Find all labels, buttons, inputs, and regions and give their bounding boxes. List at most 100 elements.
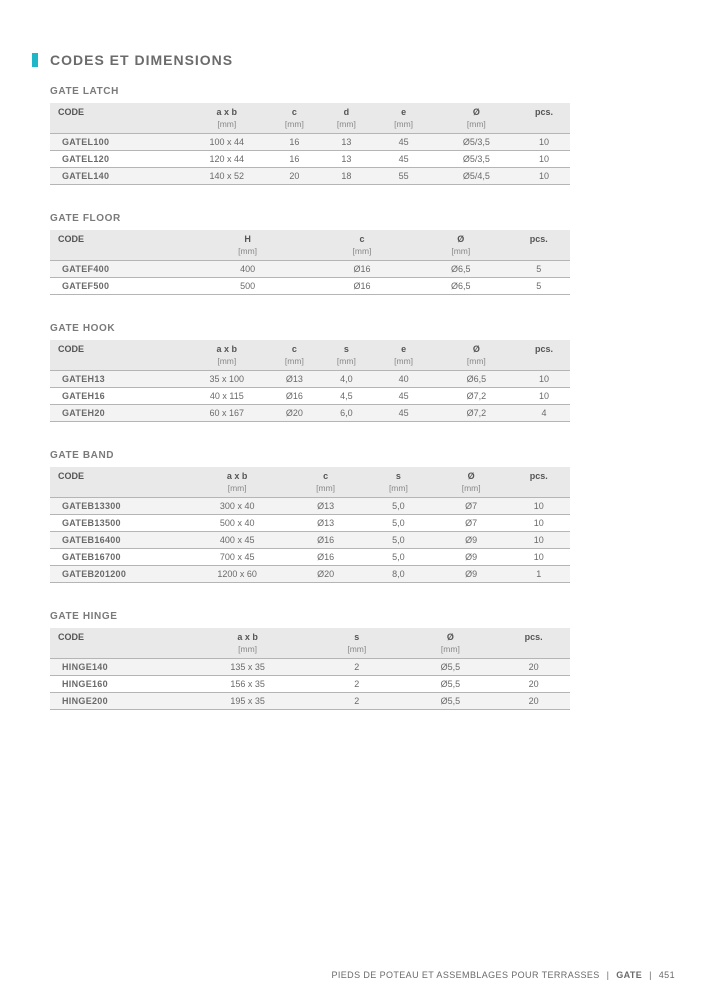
- footer-sep: |: [607, 970, 610, 980]
- table-row: GATEL140140 x 52201855Ø5/4,510: [50, 168, 570, 185]
- value-cell: 5: [508, 261, 570, 278]
- value-cell: 16: [268, 151, 320, 168]
- value-cell: 300 x 40: [185, 498, 289, 515]
- value-cell: Ø13: [268, 371, 320, 388]
- column-header: Ø: [435, 467, 508, 483]
- value-cell: 500 x 40: [185, 515, 289, 532]
- value-cell: 40: [372, 371, 434, 388]
- column-unit: [mm]: [320, 119, 372, 134]
- table-row: GATEB16400400 x 45Ø165,0Ø910: [50, 532, 570, 549]
- column-header: e: [372, 103, 434, 119]
- accent-bar: [32, 53, 38, 67]
- value-cell: 5,0: [362, 532, 435, 549]
- value-cell: 700 x 45: [185, 549, 289, 566]
- column-unit: [mm]: [414, 246, 508, 261]
- column-unit: [50, 119, 185, 134]
- column-unit: [mm]: [372, 119, 434, 134]
- table-block: GATE HINGECODEa x bsØpcs.[mm][mm][mm]HIN…: [50, 611, 570, 710]
- value-cell: Ø13: [289, 498, 362, 515]
- table-row: HINGE140135 x 352Ø5,520: [50, 659, 570, 676]
- value-cell: Ø6,5: [435, 371, 518, 388]
- data-table: CODEa x bcseØpcs.[mm][mm][mm][mm][mm]GAT…: [50, 340, 570, 422]
- value-cell: 45: [372, 388, 434, 405]
- value-cell: 10: [518, 134, 570, 151]
- column-unit: [50, 483, 185, 498]
- column-unit: [mm]: [268, 119, 320, 134]
- value-cell: 5,0: [362, 549, 435, 566]
- footer-page-number: 451: [659, 970, 675, 980]
- code-cell: GATEB13500: [50, 515, 185, 532]
- table-row: HINGE160156 x 352Ø5,520: [50, 676, 570, 693]
- column-header: CODE: [50, 340, 185, 356]
- value-cell: 10: [508, 549, 570, 566]
- column-unit: [mm]: [404, 644, 498, 659]
- value-cell: 20: [268, 168, 320, 185]
- column-unit: [mm]: [185, 483, 289, 498]
- value-cell: Ø20: [268, 405, 320, 422]
- value-cell: 400: [185, 261, 310, 278]
- table-caption: GATE BAND: [50, 450, 570, 461]
- value-cell: Ø6,5: [414, 278, 508, 295]
- column-unit: [497, 644, 570, 659]
- column-unit: [mm]: [372, 356, 434, 371]
- code-cell: HINGE140: [50, 659, 185, 676]
- table-caption: GATE HOOK: [50, 323, 570, 334]
- value-cell: Ø16: [268, 388, 320, 405]
- value-cell: Ø13: [289, 515, 362, 532]
- column-header: pcs.: [518, 340, 570, 356]
- value-cell: 55: [372, 168, 434, 185]
- footer-category: GATE: [616, 970, 642, 980]
- value-cell: 45: [372, 134, 434, 151]
- footer-sep: |: [649, 970, 652, 980]
- column-header: Ø: [435, 340, 518, 356]
- code-cell: GATEH13: [50, 371, 185, 388]
- value-cell: 4,0: [320, 371, 372, 388]
- value-cell: Ø5,5: [404, 676, 498, 693]
- table-block: GATE BANDCODEa x bcsØpcs.[mm][mm][mm][mm…: [50, 450, 570, 583]
- value-cell: Ø16: [310, 261, 414, 278]
- footer-text: PIEDS DE POTEAU ET ASSEMBLAGES POUR TERR…: [331, 970, 599, 980]
- column-unit: [508, 483, 570, 498]
- value-cell: Ø5,5: [404, 693, 498, 710]
- table-caption: GATE LATCH: [50, 86, 570, 97]
- code-cell: GATEL100: [50, 134, 185, 151]
- table-row: GATEB13500500 x 40Ø135,0Ø710: [50, 515, 570, 532]
- column-unit: [mm]: [185, 644, 310, 659]
- column-header: d: [320, 103, 372, 119]
- table-row: GATEB2012001200 x 60Ø208,0Ø91: [50, 566, 570, 583]
- value-cell: Ø5/4,5: [435, 168, 518, 185]
- value-cell: Ø9: [435, 566, 508, 583]
- value-cell: 18: [320, 168, 372, 185]
- column-header: a x b: [185, 103, 268, 119]
- page-title-row: CODES ET DIMENSIONS: [32, 52, 233, 68]
- page-title: CODES ET DIMENSIONS: [50, 52, 233, 68]
- value-cell: 10: [518, 151, 570, 168]
- table-row: GATEB13300300 x 40Ø135,0Ø710: [50, 498, 570, 515]
- column-unit: [518, 356, 570, 371]
- column-header: pcs.: [508, 467, 570, 483]
- value-cell: 20: [497, 676, 570, 693]
- column-header: pcs.: [518, 103, 570, 119]
- data-table: CODEa x bsØpcs.[mm][mm][mm]HINGE140135 x…: [50, 628, 570, 710]
- column-unit: [mm]: [185, 119, 268, 134]
- value-cell: 13: [320, 151, 372, 168]
- code-cell: GATEL140: [50, 168, 185, 185]
- column-header: CODE: [50, 628, 185, 644]
- column-unit: [mm]: [185, 356, 268, 371]
- table-caption: GATE HINGE: [50, 611, 570, 622]
- column-unit: [mm]: [435, 483, 508, 498]
- table-row: GATEH1640 x 115Ø164,545Ø7,210: [50, 388, 570, 405]
- column-header: a x b: [185, 628, 310, 644]
- value-cell: Ø16: [289, 532, 362, 549]
- column-header: a x b: [185, 467, 289, 483]
- column-header: s: [362, 467, 435, 483]
- value-cell: 40 x 115: [185, 388, 268, 405]
- value-cell: 10: [508, 498, 570, 515]
- column-unit: [mm]: [185, 246, 310, 261]
- value-cell: 1200 x 60: [185, 566, 289, 583]
- code-cell: GATEH16: [50, 388, 185, 405]
- column-unit: [50, 246, 185, 261]
- value-cell: 20: [497, 693, 570, 710]
- code-cell: GATEB16400: [50, 532, 185, 549]
- value-cell: 10: [518, 388, 570, 405]
